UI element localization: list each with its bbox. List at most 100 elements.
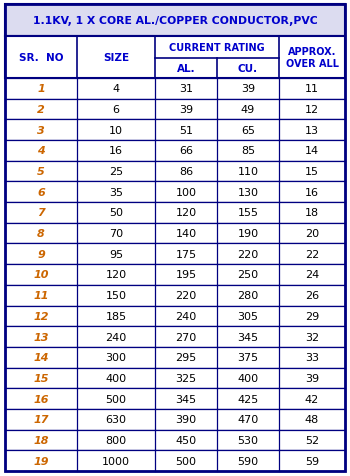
Bar [5, 430, 345, 450]
Text: 15: 15 [305, 167, 319, 177]
Text: 150: 150 [105, 290, 126, 300]
Text: 120: 120 [175, 208, 197, 218]
Text: 13: 13 [305, 126, 319, 136]
Bar [5, 182, 345, 203]
Bar [5, 327, 345, 347]
Text: 590: 590 [237, 456, 259, 466]
Text: 6: 6 [37, 188, 45, 198]
Text: 95: 95 [109, 249, 123, 259]
Text: 120: 120 [105, 270, 127, 280]
Text: 530: 530 [238, 435, 259, 445]
Text: 280: 280 [237, 290, 259, 300]
Text: 18: 18 [305, 208, 319, 218]
Text: 190: 190 [237, 228, 259, 238]
Text: SR.  NO: SR. NO [19, 53, 63, 63]
Bar [5, 141, 345, 161]
Text: 39: 39 [179, 105, 193, 115]
Bar [5, 223, 345, 244]
Text: 19: 19 [33, 456, 49, 466]
Text: 240: 240 [105, 332, 127, 342]
Text: 50: 50 [109, 208, 123, 218]
Text: 100: 100 [175, 188, 196, 198]
Bar [5, 388, 345, 409]
Text: 3: 3 [37, 126, 45, 136]
Text: 220: 220 [237, 249, 259, 259]
Text: 195: 195 [175, 270, 197, 280]
Text: 345: 345 [237, 332, 259, 342]
Text: SIZE: SIZE [103, 53, 129, 63]
Text: 11: 11 [33, 290, 49, 300]
Text: 17: 17 [33, 415, 49, 425]
Text: 11: 11 [305, 84, 319, 94]
Text: 2: 2 [37, 105, 45, 115]
Text: 1: 1 [37, 84, 45, 94]
Text: 15: 15 [33, 373, 49, 383]
Text: 470: 470 [237, 415, 259, 425]
Text: 270: 270 [175, 332, 197, 342]
Text: 140: 140 [175, 228, 197, 238]
Text: CU.: CU. [238, 64, 258, 74]
Text: 175: 175 [175, 249, 197, 259]
Text: 400: 400 [237, 373, 259, 383]
Text: 22: 22 [305, 249, 319, 259]
Text: 7: 7 [37, 208, 45, 218]
Text: 425: 425 [237, 394, 259, 404]
Text: 10: 10 [109, 126, 123, 136]
Text: 13: 13 [33, 332, 49, 342]
Text: 16: 16 [305, 188, 319, 198]
Text: 630: 630 [105, 415, 126, 425]
Text: 59: 59 [305, 456, 319, 466]
Text: 66: 66 [179, 146, 193, 156]
Text: 155: 155 [238, 208, 259, 218]
Text: 29: 29 [305, 311, 319, 321]
Text: 500: 500 [105, 394, 126, 404]
Bar [5, 203, 345, 223]
Bar [5, 99, 345, 120]
Text: 39: 39 [241, 84, 255, 94]
Bar [5, 5, 345, 37]
Text: 800: 800 [105, 435, 127, 445]
Text: 12: 12 [305, 105, 319, 115]
Text: 110: 110 [238, 167, 259, 177]
Text: 35: 35 [109, 188, 123, 198]
Text: 33: 33 [305, 353, 319, 363]
Bar [5, 306, 345, 327]
Bar [5, 409, 345, 430]
Text: 31: 31 [179, 84, 193, 94]
Bar [5, 161, 345, 182]
Text: 14: 14 [305, 146, 319, 156]
Text: 250: 250 [237, 270, 259, 280]
Text: 1.1KV, 1 X CORE AL./COPPER CONDUCTOR,PVC: 1.1KV, 1 X CORE AL./COPPER CONDUCTOR,PVC [33, 16, 317, 26]
Text: 85: 85 [241, 146, 255, 156]
Text: CURRENT RATING: CURRENT RATING [169, 43, 265, 53]
Text: 25: 25 [109, 167, 123, 177]
Text: 130: 130 [238, 188, 259, 198]
Text: 49: 49 [241, 105, 255, 115]
Bar [5, 285, 345, 306]
Text: 32: 32 [305, 332, 319, 342]
Text: 500: 500 [175, 456, 196, 466]
Text: 10: 10 [33, 270, 49, 280]
Text: 86: 86 [179, 167, 193, 177]
Text: 240: 240 [175, 311, 197, 321]
Text: 390: 390 [175, 415, 197, 425]
Bar [5, 368, 345, 388]
Bar [5, 244, 345, 265]
Bar [5, 265, 345, 285]
Text: APPROX.
OVER ALL: APPROX. OVER ALL [286, 47, 338, 69]
Bar [5, 120, 345, 141]
Bar [5, 37, 345, 79]
Text: 16: 16 [33, 394, 49, 404]
Text: 185: 185 [105, 311, 127, 321]
Text: 65: 65 [241, 126, 255, 136]
Text: 26: 26 [305, 290, 319, 300]
Text: AL.: AL. [177, 64, 195, 74]
Text: 42: 42 [305, 394, 319, 404]
Text: 51: 51 [179, 126, 193, 136]
Text: 6: 6 [112, 105, 119, 115]
Bar [5, 79, 345, 99]
Text: 1000: 1000 [102, 456, 130, 466]
Text: 16: 16 [109, 146, 123, 156]
Text: 39: 39 [305, 373, 319, 383]
Text: 325: 325 [175, 373, 197, 383]
